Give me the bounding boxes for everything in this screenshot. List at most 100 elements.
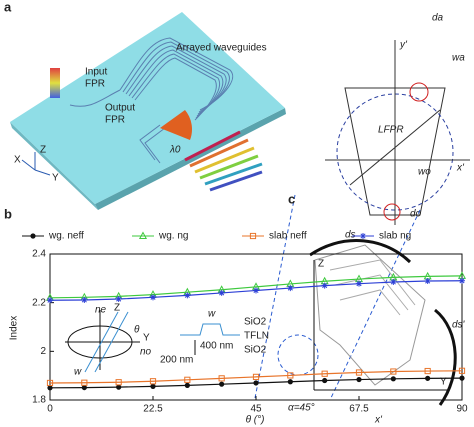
y-tick-label: 2.4 xyxy=(32,249,46,260)
annotation: 400 nm xyxy=(200,341,233,352)
output-fpr xyxy=(160,110,192,140)
x-tick-label: 22.5 xyxy=(143,404,163,415)
axes-icon xyxy=(21,152,51,176)
x-tick-label: 45 xyxy=(250,404,262,415)
marker xyxy=(390,278,397,285)
inset xyxy=(65,310,240,373)
marker xyxy=(287,372,294,379)
marker xyxy=(424,367,431,375)
marker xyxy=(287,285,294,292)
legend-marker xyxy=(138,231,148,239)
marker xyxy=(356,376,362,383)
marker xyxy=(459,375,465,381)
annotation: FPR xyxy=(105,115,125,126)
annotation: θ xyxy=(134,325,140,336)
legend-label: wg. ng xyxy=(158,231,188,242)
series-line xyxy=(49,370,463,384)
annotation: x' xyxy=(374,415,383,426)
panel-c: c ds ds' Z Y α=45° x' xyxy=(254,191,466,426)
annotation: Input xyxy=(85,67,107,78)
marker xyxy=(252,373,260,380)
marker xyxy=(459,277,465,284)
marker xyxy=(218,289,225,296)
legend-label: slab neff xyxy=(269,231,307,242)
callout xyxy=(277,334,319,376)
annotation: ne xyxy=(95,305,107,316)
marker xyxy=(149,378,157,385)
callout xyxy=(409,82,429,102)
slab-edge xyxy=(10,122,98,210)
outputs xyxy=(184,130,263,192)
annotation: da xyxy=(432,13,444,24)
callout xyxy=(383,203,401,221)
legend-marker xyxy=(360,233,366,239)
axis-letter: Y xyxy=(440,377,447,388)
annotation: SiO2 xyxy=(244,345,267,356)
marker xyxy=(321,282,328,289)
fpr-outline xyxy=(344,87,446,216)
marker xyxy=(424,278,431,285)
x-tick-label: 67.5 xyxy=(349,404,369,415)
annotation: Z xyxy=(114,303,120,314)
marker xyxy=(458,367,466,374)
x-axis-title: θ (°) xyxy=(246,415,265,426)
panel-label: c xyxy=(288,191,295,206)
y-tick-label: 1.8 xyxy=(32,395,46,406)
marker xyxy=(356,280,362,287)
marker xyxy=(184,382,190,388)
annotation: SiO2 xyxy=(244,317,267,328)
marker xyxy=(253,287,259,294)
y-tick-label: 2.2 xyxy=(32,297,46,308)
marker xyxy=(390,368,397,375)
awg-outline xyxy=(314,244,426,386)
axis-letter: Y xyxy=(52,173,59,184)
marker xyxy=(46,379,54,387)
annotation: w xyxy=(74,367,82,378)
marker xyxy=(321,370,328,377)
series-line xyxy=(49,275,463,299)
axis-letter: X xyxy=(14,155,21,166)
axis-letter: Z xyxy=(318,259,324,270)
marker xyxy=(115,296,122,303)
annotation: do xyxy=(410,209,422,220)
annotation: ds' xyxy=(452,320,466,331)
legend-marker xyxy=(30,233,36,239)
dimension xyxy=(349,109,441,186)
marker xyxy=(355,369,363,376)
chart: Index θ (°) ne Z θ Y no w w SiO2 TFLN Si… xyxy=(9,231,468,426)
panel-a: a Arrayed waveguides Input FPR Output FP… xyxy=(4,0,286,210)
annotation: FPR xyxy=(85,79,105,90)
annotation: Arrayed waveguides xyxy=(176,43,267,54)
marker xyxy=(47,385,53,391)
annotation: no xyxy=(140,347,152,358)
marker xyxy=(390,376,396,382)
waveguides xyxy=(69,37,234,164)
input-rainbow xyxy=(50,68,60,98)
axis-label: x' xyxy=(456,163,465,174)
slab xyxy=(10,12,285,204)
guide xyxy=(254,194,296,399)
annotation: w xyxy=(208,309,216,320)
legend-label: slab ng xyxy=(379,231,411,242)
annotation: Y xyxy=(143,333,150,344)
marker xyxy=(287,379,293,385)
y-axis-title: Index xyxy=(9,316,20,340)
x-tick-label: 90 xyxy=(456,404,468,415)
marker xyxy=(253,380,259,386)
waveguides xyxy=(329,259,416,316)
panel-label: a xyxy=(4,0,12,14)
annotation: 200 nm xyxy=(160,355,193,366)
marker xyxy=(116,384,122,390)
marker xyxy=(322,377,328,384)
annotation: Output xyxy=(105,103,135,114)
arc xyxy=(434,308,457,406)
arc xyxy=(309,239,412,264)
guide xyxy=(329,209,421,401)
marker xyxy=(47,297,53,304)
annotation: α=45° xyxy=(288,403,315,414)
rowland-circle xyxy=(336,93,454,211)
fpr-diagram: y' x' LFPR da wa wo do xyxy=(325,13,470,225)
x-tick-label: 0 xyxy=(47,404,53,415)
marker xyxy=(184,292,191,299)
